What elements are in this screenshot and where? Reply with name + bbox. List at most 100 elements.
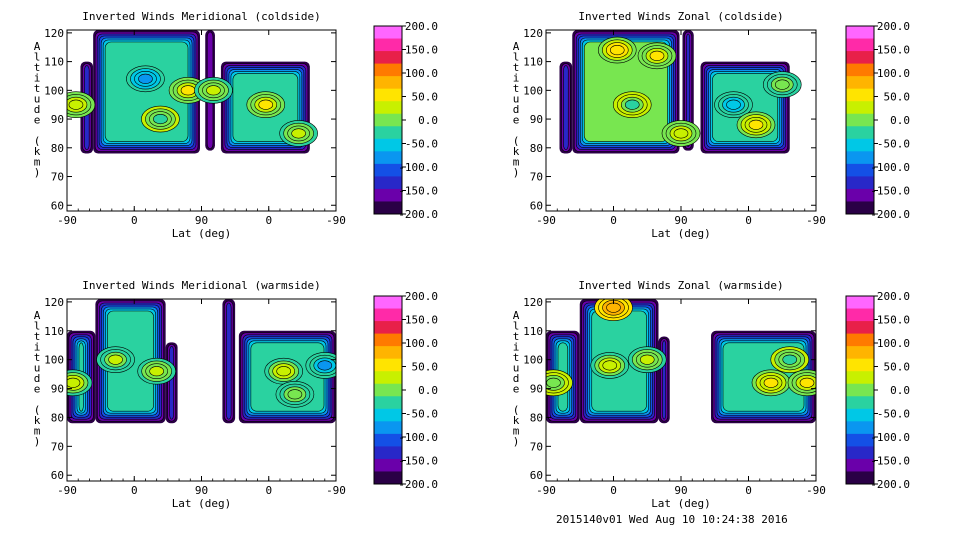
colorbar-label: -50.0 xyxy=(877,408,910,421)
colorbar-swatch xyxy=(846,458,874,472)
colorbar-swatch xyxy=(846,358,874,372)
colorbar-label: -100.0 xyxy=(398,431,438,444)
colorbar-swatch xyxy=(374,201,402,215)
colorbar-label: 150.0 xyxy=(877,44,910,57)
colorbar-swatch xyxy=(374,446,402,460)
contour-feature-1 xyxy=(67,369,93,397)
colorbar: 200.0 150.0 100.0 50.0 0.0 -50.0 -100.0 -150.0 -… xyxy=(373,20,439,221)
colorbar-swatch xyxy=(374,383,402,397)
colorbar-swatch xyxy=(374,51,402,65)
x-tick-label: 0 xyxy=(131,484,138,497)
colorbar-label: -200.0 xyxy=(398,208,438,221)
colorbar-swatch xyxy=(846,51,874,65)
wind-field xyxy=(67,299,336,424)
chart-panel-1: -90 0 90 0 -90 60 70 80 90 100 110 120 Inverted Wind… xyxy=(34,10,438,240)
footer-stamp: 2015140v01 Wed Aug 10 10:24:38 2016 xyxy=(556,513,788,526)
colorbar-label: -100.0 xyxy=(398,161,438,174)
colorbar-swatch xyxy=(846,308,874,322)
chart-panel-4: -90 0 90 0 -90 60 70 80 90 100 110 120 Inverted Wind… xyxy=(513,279,910,510)
data-block-1 xyxy=(559,61,573,154)
y-tick-label: 120 xyxy=(523,27,543,40)
colorbar-swatch xyxy=(374,433,402,447)
colorbar-swatch xyxy=(374,126,402,140)
y-tick-label: 90 xyxy=(530,383,543,396)
colorbar-label: 0.0 xyxy=(890,114,910,127)
colorbar-label: 200.0 xyxy=(877,290,910,303)
colorbar-swatch xyxy=(374,176,402,190)
y-tick-label: 90 xyxy=(530,113,543,126)
wind-field xyxy=(67,30,318,154)
chart-title: Inverted Winds Zonal (warmside) xyxy=(578,279,783,292)
colorbar-swatch xyxy=(374,101,402,115)
colorbar-swatch xyxy=(846,408,874,422)
colorbar-label: -100.0 xyxy=(870,431,910,444)
contour-feature-4 xyxy=(546,369,573,397)
colorbar-swatch xyxy=(846,421,874,435)
y-tick-label: 110 xyxy=(44,325,64,338)
x-tick-label: -90 xyxy=(806,484,826,497)
x-tick-label: 0 xyxy=(745,484,752,497)
colorbar-swatch xyxy=(846,371,874,385)
colorbar-swatch xyxy=(846,383,874,397)
colorbar-label: 200.0 xyxy=(877,20,910,33)
x-tick-label: 0 xyxy=(610,214,617,227)
x-tick-label: 90 xyxy=(674,214,687,227)
colorbar-swatch xyxy=(374,113,402,127)
x-axis-label: Lat (deg) xyxy=(172,497,232,510)
colorbar-swatch xyxy=(846,151,874,165)
colorbar-label: -50.0 xyxy=(877,138,910,151)
colorbar-label: 100.0 xyxy=(877,337,910,350)
y-tick-label: 110 xyxy=(523,325,543,338)
colorbar-swatch xyxy=(374,321,402,335)
x-tick-label: -90 xyxy=(326,214,346,227)
colorbar-label: -150.0 xyxy=(398,185,438,198)
colorbar-label: -150.0 xyxy=(870,455,910,468)
colorbar-swatch xyxy=(374,151,402,165)
colorbar-swatch xyxy=(374,88,402,102)
colorbar-swatch xyxy=(846,126,874,140)
colorbar-swatch xyxy=(846,433,874,447)
colorbar-swatch xyxy=(374,63,402,77)
colorbar-swatch xyxy=(846,321,874,335)
y-tick-label: 80 xyxy=(530,142,543,155)
y-tick-label: 80 xyxy=(51,142,64,155)
colorbar-label: 50.0 xyxy=(412,91,439,104)
colorbar-swatch xyxy=(374,188,402,202)
wind-field xyxy=(546,299,816,424)
contour-feature-4 xyxy=(264,357,303,385)
chart-title: Inverted Winds Meridional (coldside) xyxy=(82,10,320,23)
colorbar-label: 200.0 xyxy=(405,290,438,303)
contour-feature-5 xyxy=(305,352,336,379)
chart-panel-3: -90 0 90 0 -90 60 70 80 90 100 110 120 Inverted Wind… xyxy=(34,279,438,510)
colorbar-label: 0.0 xyxy=(890,384,910,397)
colorbar-swatch xyxy=(374,296,402,310)
x-tick-label: -90 xyxy=(806,214,826,227)
colorbar-swatch xyxy=(374,333,402,347)
colorbar-swatch xyxy=(846,76,874,90)
colorbar-label: -200.0 xyxy=(870,478,910,491)
contour-feature-1 xyxy=(597,36,637,64)
y-tick-label: 70 xyxy=(530,440,543,453)
x-tick-label: 0 xyxy=(265,214,272,227)
y-tick-label: 70 xyxy=(530,171,543,184)
data-block-3 xyxy=(165,342,178,424)
colorbar-swatch xyxy=(374,163,402,177)
y-tick-label: 100 xyxy=(44,354,64,367)
colorbar: 200.0 150.0 100.0 50.0 0.0 -50.0 -100.0 -150.0 -… xyxy=(373,290,438,491)
y-tick-label: 70 xyxy=(51,171,64,184)
colorbar-swatch xyxy=(846,296,874,310)
colorbar-swatch xyxy=(846,471,874,485)
contour-feature-2 xyxy=(96,346,135,373)
contour-feature-7 xyxy=(194,77,233,104)
contour-feature-5 xyxy=(751,369,791,397)
colorbar-label: 0.0 xyxy=(418,114,438,127)
x-tick-label: 0 xyxy=(610,484,617,497)
contour-feature-5 xyxy=(714,91,753,118)
x-tick-label: -90 xyxy=(57,484,77,497)
contour-feature-2 xyxy=(590,352,630,379)
colorbar-label: -50.0 xyxy=(405,408,438,421)
colorbar-swatch xyxy=(374,76,402,90)
